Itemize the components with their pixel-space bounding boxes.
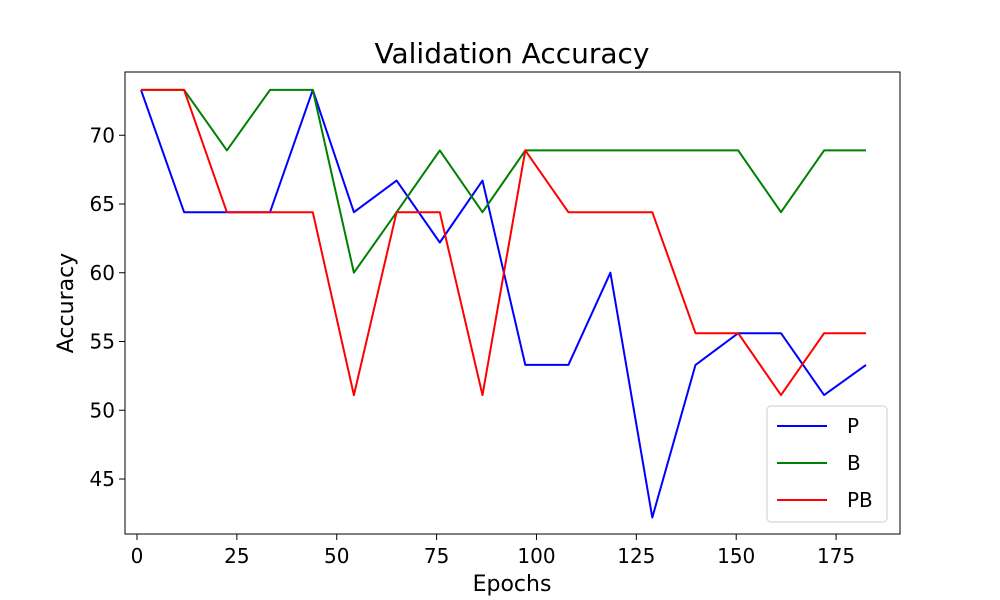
y-tick-label: 60 <box>90 261 115 285</box>
series-line-b <box>141 88 866 274</box>
x-tick-label: 125 <box>617 544 655 568</box>
y-tick-label: 50 <box>90 398 115 422</box>
axes-frame <box>124 71 901 535</box>
x-tick-label: 100 <box>517 544 555 568</box>
y-tick-label: 65 <box>90 192 115 216</box>
series-line-p <box>140 88 867 519</box>
y-tick-label: 45 <box>90 467 115 491</box>
y-tick-label: 70 <box>90 123 115 147</box>
x-tick-label: 0 <box>131 544 144 568</box>
legend-label-pb: PB <box>847 488 873 512</box>
legend: PB PB <box>766 405 888 523</box>
plot-area: 0 25 50 75 100 125 150 175 45 50 55 60 65 70 <box>90 71 901 568</box>
x-tick-label: 50 <box>324 544 349 568</box>
series-line-pb <box>141 88 866 397</box>
chart-title: Validation Accuracy <box>375 37 650 70</box>
x-tick-label: 75 <box>424 544 449 568</box>
y-axis-label: Accuracy <box>54 253 79 353</box>
x-axis-label: Epochs <box>473 572 552 597</box>
x-tick-label: 150 <box>717 544 755 568</box>
x-tick-label: 175 <box>817 544 855 568</box>
x-tick-label: 25 <box>224 544 249 568</box>
y-tick-label: 55 <box>90 330 115 354</box>
legend-label-b: B <box>847 451 861 475</box>
legend-label-p: P <box>847 414 859 438</box>
